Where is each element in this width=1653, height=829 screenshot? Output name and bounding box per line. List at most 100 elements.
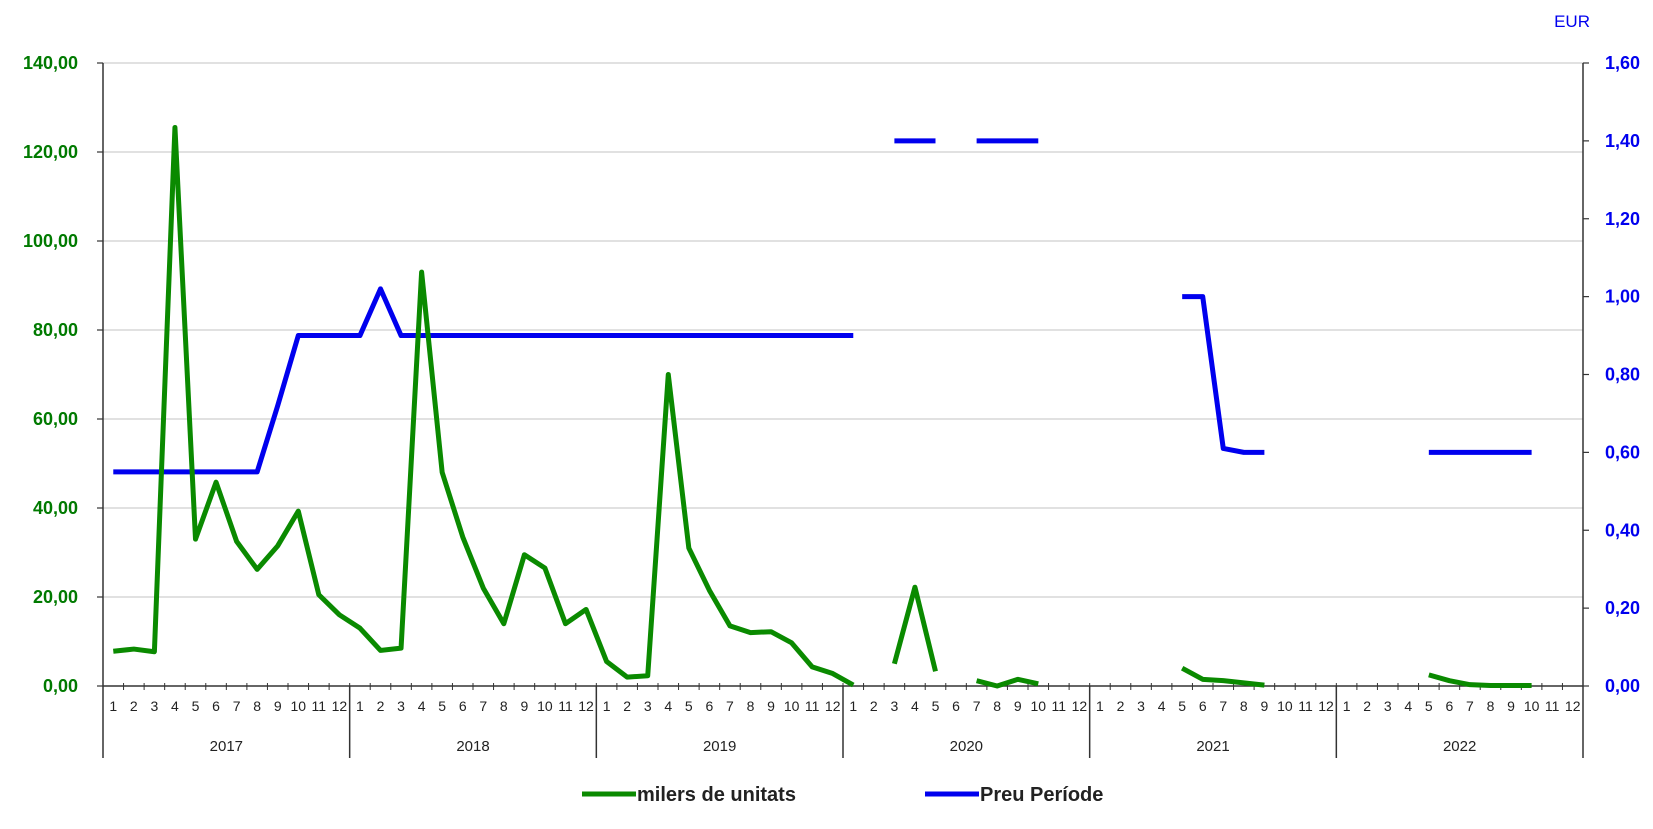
x-month-label: 4 [1404, 698, 1412, 714]
x-month-label: 2 [870, 698, 878, 714]
x-month-label: 7 [479, 698, 487, 714]
x-month-label: 1 [849, 698, 857, 714]
x-month-label: 7 [1466, 698, 1474, 714]
y-right-tick-label: 0,00 [1605, 676, 1640, 696]
x-month-label: 3 [150, 698, 158, 714]
x-month-label: 4 [911, 698, 919, 714]
y-left-tick-label: 20,00 [33, 587, 78, 607]
x-month-label: 11 [558, 698, 573, 714]
x-month-label: 3 [1384, 698, 1392, 714]
x-month-label: 8 [993, 698, 1001, 714]
y-left-tick-label: 100,00 [23, 231, 78, 251]
x-month-label: 6 [1445, 698, 1453, 714]
x-month-label: 8 [1240, 698, 1248, 714]
y-right-tick-label: 0,80 [1605, 365, 1640, 385]
legend-label-preu: Preu Període [980, 784, 1103, 806]
x-month-label: 10 [1277, 698, 1293, 714]
x-month-label: 10 [784, 698, 800, 714]
x-month-label: 11 [312, 698, 327, 714]
x-month-label: 5 [1425, 698, 1433, 714]
x-year-label: 2017 [210, 738, 243, 755]
y-right-axis-unit: EUR [1554, 12, 1590, 31]
milers-de-unitats-series-line [113, 125, 855, 688]
x-month-label: 2 [623, 698, 631, 714]
y-right-tick-label: 0,40 [1605, 520, 1640, 540]
x-month-label: 11 [1052, 698, 1067, 714]
x-month-label: 4 [171, 698, 179, 714]
x-month-label: 4 [1158, 698, 1166, 714]
preu-periode-series-line [113, 286, 854, 475]
x-month-label: 9 [274, 698, 282, 714]
x-month-label: 7 [973, 698, 981, 714]
x-month-label: 12 [1565, 698, 1581, 714]
x-month-label: 5 [932, 698, 940, 714]
x-month-label: 5 [192, 698, 200, 714]
y-right-tick-label: 1,40 [1605, 131, 1640, 151]
x-month-label: 4 [418, 698, 426, 714]
y-left-tick-label: 80,00 [33, 320, 78, 340]
x-month-label: 3 [1137, 698, 1145, 714]
x-month-label: 1 [1343, 698, 1351, 714]
x-month-label: 3 [890, 698, 898, 714]
milers-de-unitats-series-line [1180, 666, 1265, 688]
x-month-label: 1 [603, 698, 611, 714]
milers-de-unitats-series-line [975, 676, 1039, 689]
x-month-label: 6 [705, 698, 713, 714]
x-month-label: 11 [1545, 698, 1560, 714]
x-year-label: 2020 [950, 738, 983, 755]
y-right-tick-label: 1,00 [1605, 287, 1640, 307]
x-month-label: 2 [1117, 698, 1125, 714]
milers-de-unitats-series-line [1428, 672, 1532, 689]
x-month-label: 6 [459, 698, 467, 714]
x-month-label: 8 [1487, 698, 1495, 714]
x-month-label: 8 [747, 698, 755, 714]
x-month-label: 9 [1014, 698, 1022, 714]
y-left-tick-label: 60,00 [33, 409, 78, 429]
x-month-label: 4 [664, 698, 672, 714]
x-year-label: 2021 [1196, 738, 1229, 755]
y-left-tick-label: 0,00 [43, 676, 78, 696]
x-month-label: 6 [1199, 698, 1207, 714]
x-month-label: 5 [1178, 698, 1186, 714]
x-month-label: 3 [397, 698, 405, 714]
x-month-label: 9 [1260, 698, 1268, 714]
y-left-tick-label: 140,00 [23, 53, 78, 73]
x-month-label: 8 [253, 698, 261, 714]
x-month-label: 10 [1030, 698, 1046, 714]
preu-periode-series-line [1182, 294, 1265, 455]
x-month-label: 3 [644, 698, 652, 714]
x-month-label: 6 [212, 698, 220, 714]
milers-de-unitats-series-line [891, 584, 938, 672]
x-year-label: 2022 [1443, 738, 1476, 755]
legend-label-milers: milers de unitats [637, 784, 796, 806]
y-right-tick-label: 0,60 [1605, 442, 1640, 462]
x-month-label: 7 [1219, 698, 1227, 714]
x-month-label: 12 [1072, 698, 1088, 714]
x-month-label: 7 [233, 698, 241, 714]
x-month-label: 2 [1363, 698, 1371, 714]
x-month-label: 12 [332, 698, 348, 714]
y-left-tick-label: 40,00 [33, 498, 78, 518]
x-month-label: 11 [805, 698, 820, 714]
x-month-label: 1 [356, 698, 364, 714]
y-right-tick-label: 1,20 [1605, 209, 1640, 229]
x-month-label: 1 [1096, 698, 1104, 714]
x-month-label: 5 [438, 698, 446, 714]
x-month-label: 10 [290, 698, 306, 714]
x-month-label: 12 [578, 698, 594, 714]
x-year-label: 2019 [703, 738, 736, 755]
x-month-label: 12 [825, 698, 841, 714]
y-right-tick-label: 0,20 [1605, 598, 1640, 618]
x-month-label: 9 [1507, 698, 1515, 714]
x-month-label: 5 [685, 698, 693, 714]
x-month-label: 1 [109, 698, 117, 714]
x-month-label: 11 [1298, 698, 1313, 714]
x-year-label: 2018 [456, 738, 489, 755]
x-month-label: 9 [520, 698, 528, 714]
x-month-label: 12 [1318, 698, 1334, 714]
y-right-tick-label: 1,60 [1605, 53, 1640, 73]
y-left-tick-label: 120,00 [23, 142, 78, 162]
x-month-label: 7 [726, 698, 734, 714]
